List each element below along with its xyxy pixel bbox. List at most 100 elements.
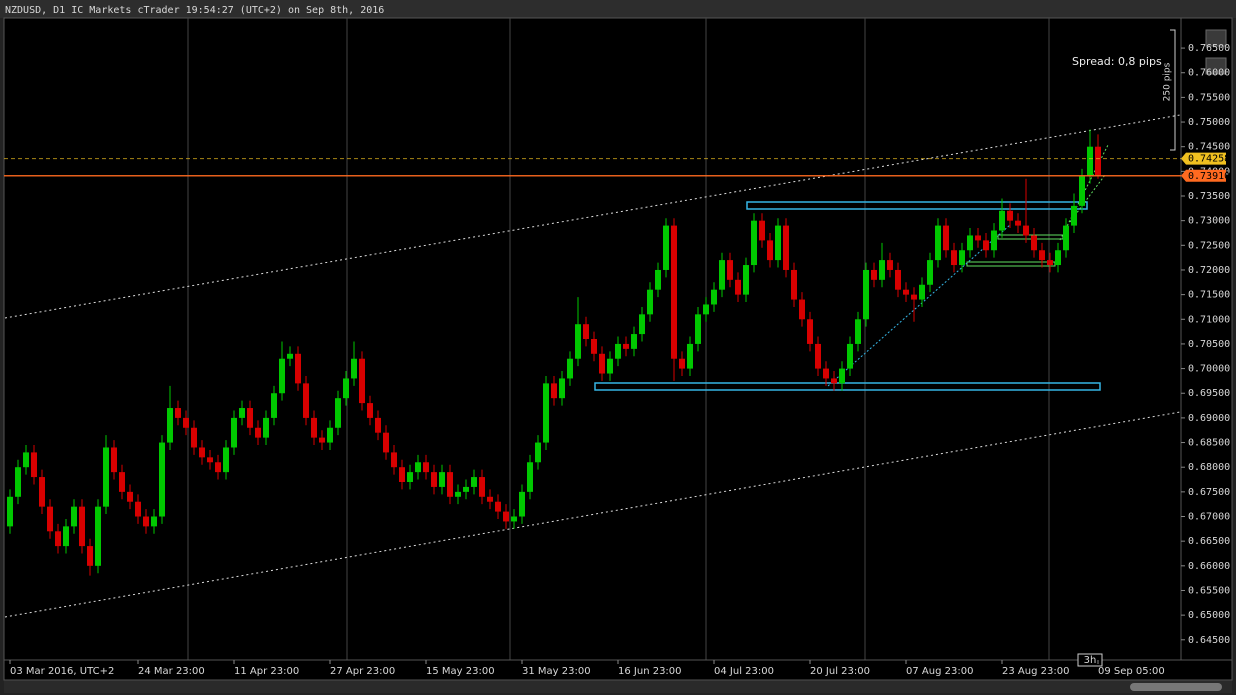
candle-body xyxy=(423,462,429,473)
popout-button[interactable] xyxy=(1205,29,1227,47)
candle-body xyxy=(239,408,245,418)
candle-body xyxy=(367,403,373,418)
candle-body xyxy=(471,477,477,487)
candle-body xyxy=(175,408,181,418)
candle-body xyxy=(855,319,861,344)
candle-body xyxy=(967,235,973,251)
candle-body xyxy=(583,324,589,339)
candle-body xyxy=(1031,235,1037,251)
candle-body xyxy=(1063,225,1069,251)
x-tick-label: 24 Mar 23:00 xyxy=(138,666,205,677)
scrollbar-thumb[interactable] xyxy=(1130,683,1222,691)
y-tick-label: 0.64500 xyxy=(1188,635,1230,646)
candle-body xyxy=(487,496,493,502)
candle-body xyxy=(1015,220,1021,226)
candle-body xyxy=(479,477,485,497)
candle-body xyxy=(463,486,469,492)
candle-body xyxy=(7,496,13,527)
candle-body xyxy=(799,299,805,320)
candle-body xyxy=(559,378,565,399)
scrollbar-track xyxy=(4,681,1232,693)
candle-body xyxy=(343,378,349,399)
range-bracket xyxy=(1170,29,1176,151)
candle-body xyxy=(551,383,557,399)
title-bar xyxy=(0,0,1236,18)
candle-body xyxy=(79,506,85,547)
x-tick-label: 23 Aug 23:00 xyxy=(1002,666,1069,677)
candle-body xyxy=(719,260,725,290)
x-tick-label: 15 May 23:00 xyxy=(426,666,495,677)
candle-body xyxy=(743,265,749,295)
candle-body xyxy=(1023,225,1029,236)
candle-body xyxy=(815,343,821,369)
candle-body xyxy=(751,220,757,266)
x-tick-label: 16 Jun 23:00 xyxy=(618,666,682,677)
candle-body xyxy=(991,230,997,251)
x-tick-label: 04 Jul 23:00 xyxy=(714,666,774,677)
candle-body xyxy=(1039,250,1045,261)
y-tick-label: 0.69000 xyxy=(1188,413,1230,424)
candle-body xyxy=(63,526,69,547)
y-tick-label: 0.70000 xyxy=(1188,364,1230,375)
candle-body xyxy=(679,358,685,369)
candle-body xyxy=(335,398,341,428)
candle-body xyxy=(911,294,917,300)
candle-body xyxy=(399,467,405,482)
resistance-zone xyxy=(746,201,1088,210)
candle-body xyxy=(87,546,93,566)
candle-body xyxy=(775,225,781,261)
candle-body xyxy=(135,501,141,517)
candle-body xyxy=(519,491,525,517)
candle-body xyxy=(943,225,949,251)
candle-body xyxy=(311,417,317,438)
y-tick-label: 0.74500 xyxy=(1188,142,1230,153)
y-tick-label: 0.75000 xyxy=(1188,117,1230,128)
candle-body xyxy=(215,462,221,473)
price-tag-label: 0.73910 xyxy=(1188,171,1230,182)
y-tick-label: 0.75500 xyxy=(1188,92,1230,103)
candle-body xyxy=(207,457,213,463)
candle-body xyxy=(375,417,381,433)
y-tick-label: 0.73000 xyxy=(1188,216,1230,227)
candle-body xyxy=(839,368,845,384)
y-tick-label: 0.70500 xyxy=(1188,339,1230,350)
candles xyxy=(7,129,1101,576)
candle-body xyxy=(495,501,501,512)
candle-body xyxy=(1055,250,1061,266)
candle-body xyxy=(111,447,117,473)
y-tick-label: 0.65000 xyxy=(1188,610,1230,621)
x-tick-label: 09 Sep 05:00 xyxy=(1098,666,1165,677)
candle-body xyxy=(591,339,597,354)
candle-body xyxy=(711,289,717,305)
candle-body xyxy=(887,260,893,270)
candle-body xyxy=(623,343,629,349)
candle-body xyxy=(199,447,205,458)
screenshot-button[interactable] xyxy=(1205,57,1227,75)
candle-body xyxy=(511,516,517,522)
candle-body xyxy=(143,516,149,527)
y-tick-label: 0.68000 xyxy=(1188,462,1230,473)
x-tick-label: 03 Mar 2016, UTC+2 xyxy=(10,666,114,677)
candle-body xyxy=(903,289,909,295)
trend-line xyxy=(827,224,1011,387)
channel-upper xyxy=(4,114,1181,319)
candle-body xyxy=(319,437,325,443)
y-tick-label: 0.76000 xyxy=(1188,68,1230,79)
candle-body xyxy=(791,269,797,300)
candle-body xyxy=(47,506,53,532)
candle-body xyxy=(1007,210,1013,221)
candle-body xyxy=(327,427,333,443)
candle-body xyxy=(415,462,421,473)
x-tick-label: 11 Apr 23:00 xyxy=(234,666,299,677)
candle-body xyxy=(39,477,45,507)
candle-body xyxy=(935,225,941,261)
price-tag xyxy=(1181,169,1226,182)
candle-body xyxy=(455,491,461,497)
candle-body xyxy=(1095,146,1101,176)
candle-body xyxy=(31,452,37,478)
y-tick-label: 0.65500 xyxy=(1188,585,1230,596)
candle-body xyxy=(359,358,365,404)
candle-body xyxy=(1079,176,1085,206)
x-tick-label: 31 May 23:00 xyxy=(522,666,591,677)
candle-body xyxy=(639,314,645,335)
